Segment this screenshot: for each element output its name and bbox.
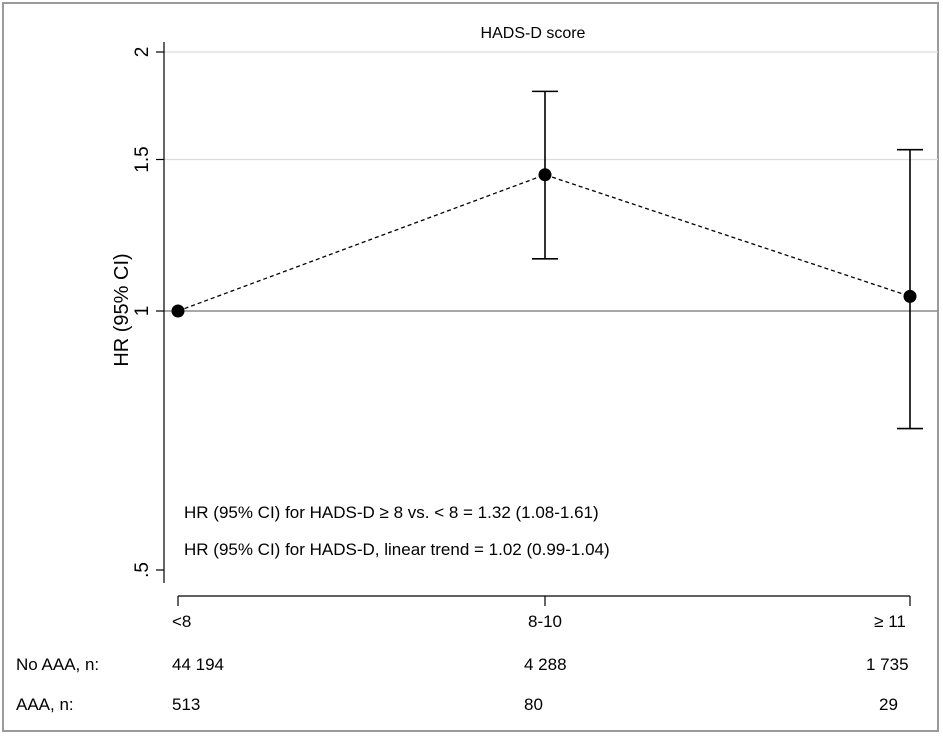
annotation-threshold-hr: HR (95% CI) for HADS-D ≥ 8 vs. < 8 = 1.3… [184, 503, 599, 522]
data-point [171, 304, 185, 318]
data-point [538, 168, 552, 182]
y-tick-label: 1.5 [132, 146, 153, 172]
y-tick-label: 1 [132, 306, 153, 317]
x-ticks: <8 8-10 ≥ 11 [172, 596, 911, 631]
table-cell-no-aaa-lt8: 44 194 [172, 655, 224, 674]
table-cell-aaa-ge11: 29 [879, 695, 898, 714]
chart-title: HADS-D score [481, 25, 586, 42]
table-cell-aaa-8-10: 80 [524, 695, 543, 714]
grid-layer [164, 51, 938, 312]
error-bar [897, 148, 923, 430]
series-layer [171, 90, 923, 430]
table-row-label-aaa: AAA, n: [16, 695, 74, 714]
table-cell-no-aaa-8-10: 4 288 [524, 655, 567, 674]
x-tick-label: 8-10 [528, 612, 562, 631]
numbers-at-risk-table: No AAA, n: 44 194 4 288 1 735 AAA, n: 51… [16, 655, 909, 714]
y-tick-label: .5 [132, 562, 153, 578]
table-cell-aaa-lt8: 513 [172, 695, 200, 714]
data-point [903, 289, 917, 303]
table-row-label-no-aaa: No AAA, n: [16, 655, 99, 674]
y-ticks: .5 1 1.5 2 [132, 47, 164, 578]
y-tick-label: 2 [132, 47, 153, 58]
x-tick-label: <8 [172, 612, 191, 631]
annotation-linear-trend-hr: HR (95% CI) for HADS-D, linear trend = 1… [184, 540, 610, 559]
axes-layer [163, 42, 910, 597]
series-line [177, 174, 911, 312]
table-cell-no-aaa-ge11: 1 735 [866, 655, 909, 674]
x-tick-label: ≥ 11 [874, 612, 906, 631]
y-axis-label: HR (95% CI) [111, 253, 133, 366]
